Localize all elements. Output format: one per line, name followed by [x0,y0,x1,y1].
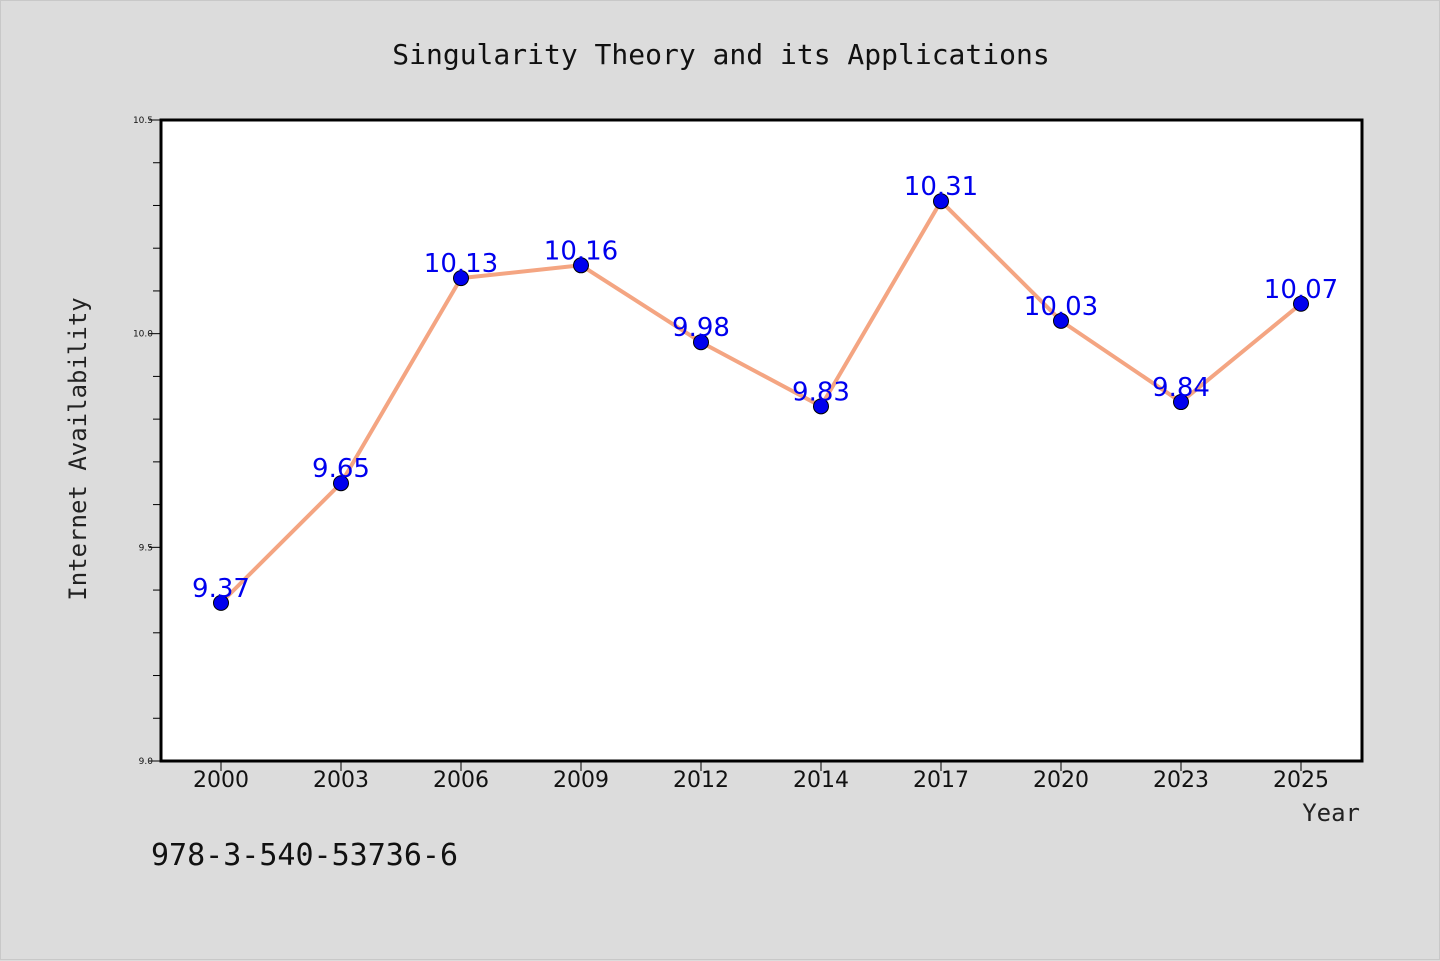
series-layer [213,193,1309,611]
x-tick-label: 2017 [913,768,969,793]
data-point [1293,295,1309,312]
data-point [453,270,469,287]
data-label: 10.16 [544,236,618,266]
x-tick-label: 2003 [313,768,369,793]
data-point [573,257,589,274]
x-tick-label: 2006 [433,768,489,793]
data-label: 9.98 [672,313,730,343]
x-tick-label: 2009 [553,768,609,793]
y-tick-label: 9.0 [139,757,154,767]
data-point [933,193,949,210]
data-label: 9.65 [312,454,370,484]
x-axis: 2000 2003 2006 2009 2012 2014 2017 2020 2023 2025 [193,761,1329,793]
x-tick-label: 2012 [673,768,729,793]
data-point [1173,394,1189,411]
data-label: 10.31 [904,172,978,202]
data-label: 10.03 [1024,292,1098,322]
x-tick-label: 2023 [1153,768,1209,793]
chart-title: Singularity Theory and its Applications [392,38,1049,71]
y-axis: 9.0 9.5 10.0 10.5 [133,116,161,767]
data-point [813,398,829,415]
data-point [213,594,229,611]
y-tick-label: 10.5 [133,116,153,126]
data-label: 9.37 [192,574,250,604]
y-axis-label: Internet Availability [64,297,92,600]
isbn-text: 978-3-540-53736-6 [151,838,458,873]
x-tick-label: 2000 [193,768,249,793]
plot-area [159,118,1364,763]
x-tick-label: 2020 [1033,768,1089,793]
data-label: 9.84 [1152,373,1210,403]
y-tick-label: 10.0 [133,330,153,340]
x-axis-label: Year [1302,799,1360,827]
data-label: 10.13 [424,249,498,279]
series-line [219,199,1303,605]
data-label: 9.83 [792,377,850,407]
y-tick-label: 9.5 [139,543,153,553]
x-tick-label: 2014 [793,768,849,793]
x-tick-label: 2025 [1273,768,1329,793]
data-label: 10.07 [1264,275,1338,305]
data-point [693,334,709,351]
data-point [333,475,349,492]
data-label-layer: 9.37 9.65 10.13 10.16 9.98 9.83 10.31 10.03 9.84… [192,172,1338,604]
data-point [1053,312,1069,329]
